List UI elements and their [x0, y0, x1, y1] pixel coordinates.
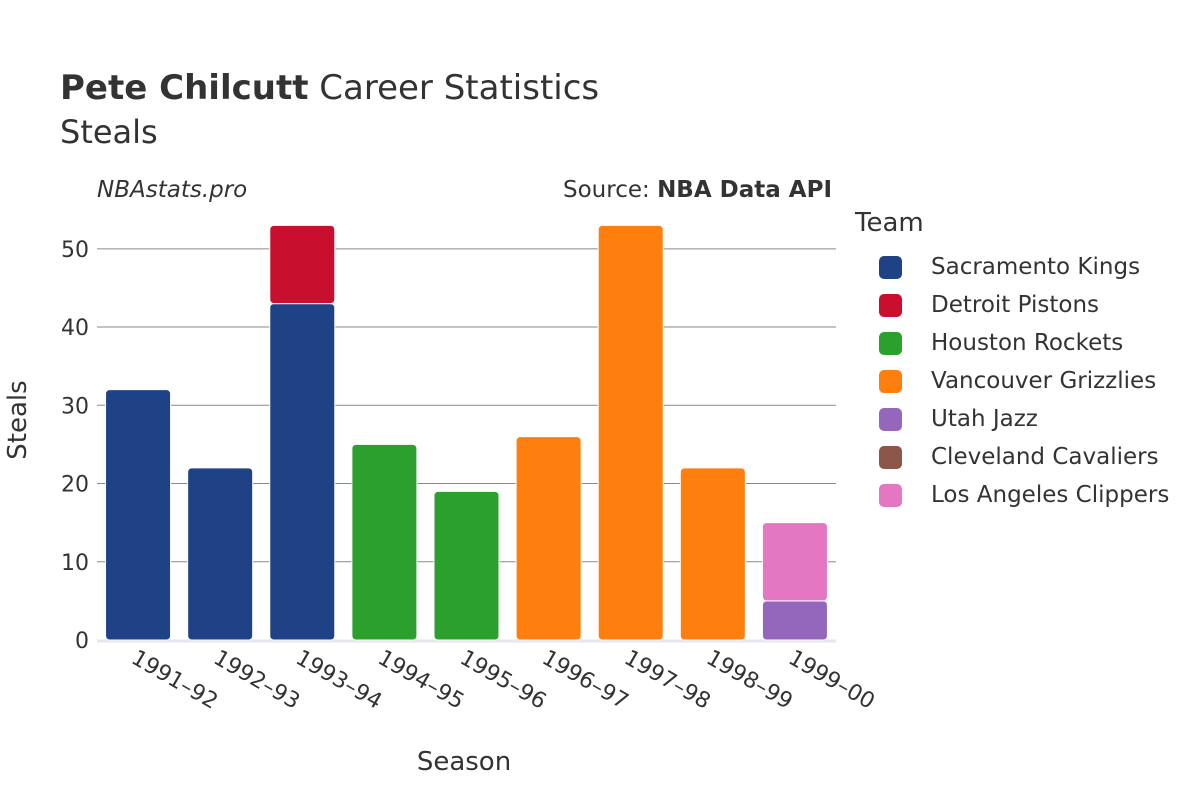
legend-swatch: [879, 293, 902, 317]
source-label: Source: NBA Data API: [563, 177, 832, 203]
bar-segment[interactable]: [515, 436, 582, 641]
x-tick-label: 1998–99: [702, 646, 797, 715]
x-tick-label: 1992–93: [209, 646, 304, 715]
bar-segment[interactable]: [187, 467, 254, 641]
legend-label: Los Angeles Clippers: [931, 482, 1170, 508]
legend-title: Team: [855, 208, 924, 238]
source-name: NBA Data API: [657, 177, 832, 203]
legend-swatch: [879, 407, 902, 431]
legend-swatch: [879, 331, 902, 355]
bar-segment[interactable]: [679, 467, 746, 641]
legend-label: Detroit Pistons: [931, 292, 1100, 318]
chart-title: Pete Chilcutt Career Statistics: [60, 66, 599, 110]
legend-swatch: [879, 445, 902, 469]
bar-segment[interactable]: [269, 224, 336, 305]
bar-segment[interactable]: [597, 224, 664, 641]
x-tick-label: 1995–96: [456, 646, 551, 715]
x-tick-label: 1999–00: [784, 646, 879, 715]
bar-segment[interactable]: [351, 443, 418, 641]
legend-item[interactable]: Detroit Pistons: [879, 286, 1169, 324]
y-tick-label: 50: [61, 238, 89, 263]
legend-label: Houston Rockets: [931, 330, 1124, 356]
x-tick-label: 1994–95: [373, 646, 468, 715]
x-tick-label: 1993–94: [291, 646, 386, 715]
legend-items: Sacramento Kings Detroit Pistons Houston R…: [855, 248, 1169, 514]
chart-subtitle: Steals: [60, 113, 158, 151]
y-tick-label: 30: [61, 394, 89, 419]
bars: [105, 224, 828, 641]
source-prefix: Source:: [563, 177, 650, 203]
legend: Team Sacramento Kings Detroit Pistons Hous…: [855, 208, 1169, 514]
player-name: Pete Chilcutt: [60, 68, 309, 108]
x-tick-label: 1997–98: [620, 646, 715, 715]
title-rest: Career Statistics: [319, 68, 600, 108]
legend-swatch: [879, 483, 902, 507]
legend-label: Cleveland Cavaliers: [931, 444, 1159, 470]
x-tick-label: 1991–92: [127, 646, 222, 715]
y-axis-ticks: 0 10 20 30 40 50: [61, 238, 89, 654]
legend-label: Utah Jazz: [931, 406, 1038, 432]
y-tick-label: 20: [61, 473, 89, 498]
y-tick-label: 10: [61, 551, 89, 576]
legend-swatch: [879, 255, 902, 279]
legend-item[interactable]: Vancouver Grizzlies: [879, 362, 1169, 400]
legend-swatch: [879, 369, 902, 393]
x-axis-ticks: 1991–921992–931993–941994–951995–961996–…: [127, 646, 879, 715]
bar-segment[interactable]: [761, 522, 828, 602]
bar-segment[interactable]: [105, 389, 172, 641]
legend-item[interactable]: Houston Rockets: [879, 324, 1169, 362]
brand-label: NBAstats.pro: [97, 177, 248, 203]
bar-segment[interactable]: [761, 600, 828, 641]
x-axis-label: Season: [417, 747, 511, 777]
legend-item[interactable]: Utah Jazz: [879, 400, 1169, 438]
legend-item[interactable]: Sacramento Kings: [879, 248, 1169, 286]
bar-segment[interactable]: [433, 490, 500, 641]
legend-label: Sacramento Kings: [931, 254, 1141, 280]
legend-item[interactable]: Los Angeles Clippers: [879, 476, 1169, 514]
y-axis-label: Steals: [3, 380, 33, 459]
x-tick-label: 1996–97: [538, 646, 633, 715]
y-tick-label: 40: [61, 316, 89, 341]
legend-item[interactable]: Cleveland Cavaliers: [879, 438, 1169, 476]
legend-label: Vancouver Grizzlies: [931, 368, 1157, 394]
y-tick-label: 0: [75, 629, 89, 654]
bar-segment[interactable]: [269, 303, 336, 641]
